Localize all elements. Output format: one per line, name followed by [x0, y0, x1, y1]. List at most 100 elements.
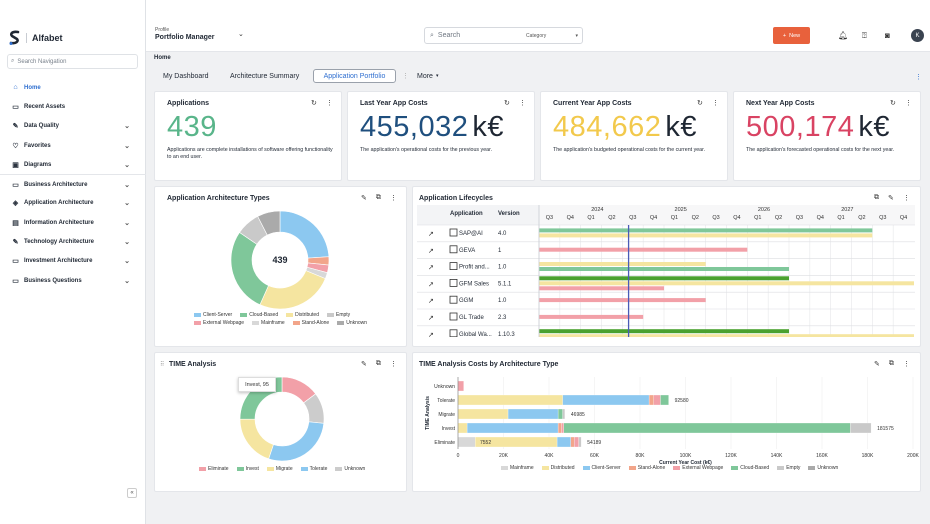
quarter-label: Q4	[567, 215, 574, 221]
legend-item[interactable]: Client-Server	[194, 312, 232, 318]
export-icon[interactable]: ⧉	[888, 360, 894, 367]
legend-item[interactable]: Mainframe	[501, 465, 534, 471]
nav-search-input[interactable]: ⌕ Search Navigation	[7, 54, 138, 69]
legend-item[interactable]: Cloud-Based	[731, 465, 769, 471]
edit-icon[interactable]: ✎	[361, 195, 367, 202]
bar-segment	[562, 394, 650, 406]
global-search-input[interactable]: ⌕ Search Category ▾	[424, 27, 583, 44]
bar-segment	[648, 394, 654, 406]
lifecycle-bar	[539, 298, 706, 303]
kebab-menu-icon[interactable]: ⋮	[902, 361, 910, 368]
legend-item[interactable]: Distributed	[286, 312, 319, 318]
legend-item[interactable]: Cloud-Based	[240, 312, 278, 318]
legend-item[interactable]: Stand-Alone	[292, 320, 329, 326]
lifecycle-bar	[539, 267, 789, 271]
chevron-down-icon[interactable]: ⌄	[124, 277, 130, 285]
export-icon[interactable]: ⧉	[874, 194, 879, 201]
legend-item[interactable]: External Webpage	[194, 320, 244, 326]
chevron-down-icon[interactable]: ⌄	[124, 200, 130, 208]
export-icon[interactable]: ⧉	[375, 360, 381, 367]
breadcrumb[interactable]: Home	[154, 55, 171, 61]
chevron-down-icon[interactable]: ⌄	[124, 181, 130, 189]
legend-item[interactable]: Empty	[777, 465, 800, 471]
chevron-down-icon[interactable]: ⌄	[124, 161, 130, 169]
legend-item[interactable]: External Webpage	[673, 465, 723, 471]
kebab-menu-icon[interactable]: ⋮	[902, 195, 910, 202]
screenshot-icon[interactable]: ◙	[885, 31, 890, 40]
edit-icon[interactable]: ✎	[888, 195, 894, 202]
application-icon	[449, 279, 458, 287]
refresh-icon[interactable]: ↻	[504, 100, 510, 107]
sidebar-item[interactable]: ✎ Technology Architecture ⌄	[0, 232, 146, 251]
chevron-down-icon[interactable]: ⌄	[124, 239, 130, 247]
export-icon[interactable]: ⧉	[375, 194, 381, 201]
legend-item[interactable]: Unknown	[337, 320, 367, 326]
sidebar-item[interactable]: ▭ Recent Assets	[0, 97, 146, 116]
drag-handle-icon[interactable]: ⠿	[160, 362, 165, 368]
chevron-down-icon[interactable]: ⌄	[124, 123, 130, 131]
legend-item[interactable]: Empty	[327, 312, 350, 318]
sidebar-item[interactable]: ✎ Data Quality ⌄	[0, 117, 146, 136]
time-analysis-card: ⠿ TIME Analysis ✎ ⧉ ⋮ Eliminate Invest Mig…	[154, 352, 407, 492]
sidebar-item-label: Diagrams	[24, 161, 52, 168]
recent-icon: ▭	[12, 103, 19, 111]
column-header-version: Version	[498, 211, 520, 217]
sidebar-item[interactable]: ▭ Business Architecture ⌄	[0, 174, 146, 193]
sidebar-item[interactable]: ▤ Information Architecture ⌄	[0, 213, 146, 232]
chevron-down-icon[interactable]: ⌄	[124, 258, 130, 266]
legend-item[interactable]: Mainframe	[252, 320, 285, 326]
profile-selector[interactable]: Portfolio Manager	[155, 34, 215, 41]
edit-icon[interactable]: ✎	[874, 361, 880, 368]
bell-icon[interactable]: 🔔︎	[838, 31, 849, 40]
kebab-menu-icon[interactable]: ⋮	[904, 100, 912, 107]
sidebar-item[interactable]: ▣ Diagrams ⌄	[0, 155, 146, 174]
chevron-down-icon[interactable]: ⌄	[238, 31, 244, 38]
card-actions: ✎ ⧉ ⋮	[361, 360, 397, 368]
quarter-label: Q4	[900, 215, 907, 221]
tab-architecture-summary[interactable]: Architecture Summary	[230, 72, 300, 80]
refresh-icon[interactable]: ↻	[311, 100, 317, 107]
tab-application-portfolio[interactable]: Application Portfolio	[313, 69, 396, 83]
collapse-sidebar-button[interactable]: «	[127, 488, 137, 498]
chevron-down-icon[interactable]: ⌄	[124, 219, 130, 227]
kebab-menu-icon[interactable]: ⋮	[389, 195, 397, 202]
refresh-icon[interactable]: ↻	[697, 100, 703, 107]
legend-item[interactable]: Unknown	[335, 466, 365, 472]
quarter-label: Q2	[692, 215, 699, 221]
legend-swatch	[501, 465, 508, 470]
legend-item[interactable]: Eliminate	[199, 466, 229, 472]
edit-icon[interactable]: ✎	[361, 361, 367, 368]
chevron-down-icon[interactable]: ⌄	[124, 142, 130, 150]
legend-label: Migrate	[275, 466, 293, 472]
legend-item[interactable]: Tolerate	[300, 466, 327, 472]
kebab-menu-icon[interactable]: ⋮	[389, 361, 397, 368]
sidebar-item[interactable]: ♡ Favorites ⌄	[0, 136, 146, 155]
plus-icon: +	[782, 32, 787, 39]
legend-item[interactable]: Distributed	[541, 465, 575, 471]
legend-item[interactable]: Stand-Alone	[628, 465, 665, 471]
sidebar-item[interactable]: ▭ Business Questions ⌄	[0, 271, 146, 290]
time-analysis-legend: Eliminate Invest Migrate Tolerate Unknown	[199, 466, 399, 472]
legend-item[interactable]: Migrate	[266, 466, 293, 472]
category-select[interactable]: Category	[526, 32, 547, 39]
legend-item[interactable]: Client-Server	[582, 465, 621, 471]
kebab-menu-icon[interactable]: ⋮	[325, 100, 333, 107]
bar-segment	[850, 422, 872, 434]
tab-more[interactable]: More ▾	[408, 69, 447, 83]
sidebar-item[interactable]: ⌂ Home	[0, 78, 146, 97]
legend-item[interactable]: Unknown	[808, 465, 838, 471]
new-button[interactable]: + New	[773, 27, 810, 44]
information-icon: ▤	[12, 219, 19, 227]
legend-item[interactable]: Invest	[236, 466, 259, 472]
kebab-menu-icon[interactable]: ⋮	[711, 100, 719, 107]
sidebar-item[interactable]: ▭ Investment Architecture ⌄	[0, 252, 146, 271]
sidebar-item[interactable]: ◈ Application Architecture ⌄	[0, 194, 146, 213]
kebab-menu-icon[interactable]: ⋮	[915, 74, 922, 81]
logo[interactable]: Alfabet	[8, 30, 63, 46]
help-icon[interactable]: ⍰	[862, 31, 867, 40]
avatar[interactable]: K	[911, 29, 924, 42]
bar-inline-label: 7552	[480, 440, 491, 446]
kebab-menu-icon[interactable]: ⋮	[518, 100, 526, 107]
refresh-icon[interactable]: ↻	[890, 100, 896, 107]
tab-my-dashboard[interactable]: My Dashboard	[163, 72, 209, 80]
